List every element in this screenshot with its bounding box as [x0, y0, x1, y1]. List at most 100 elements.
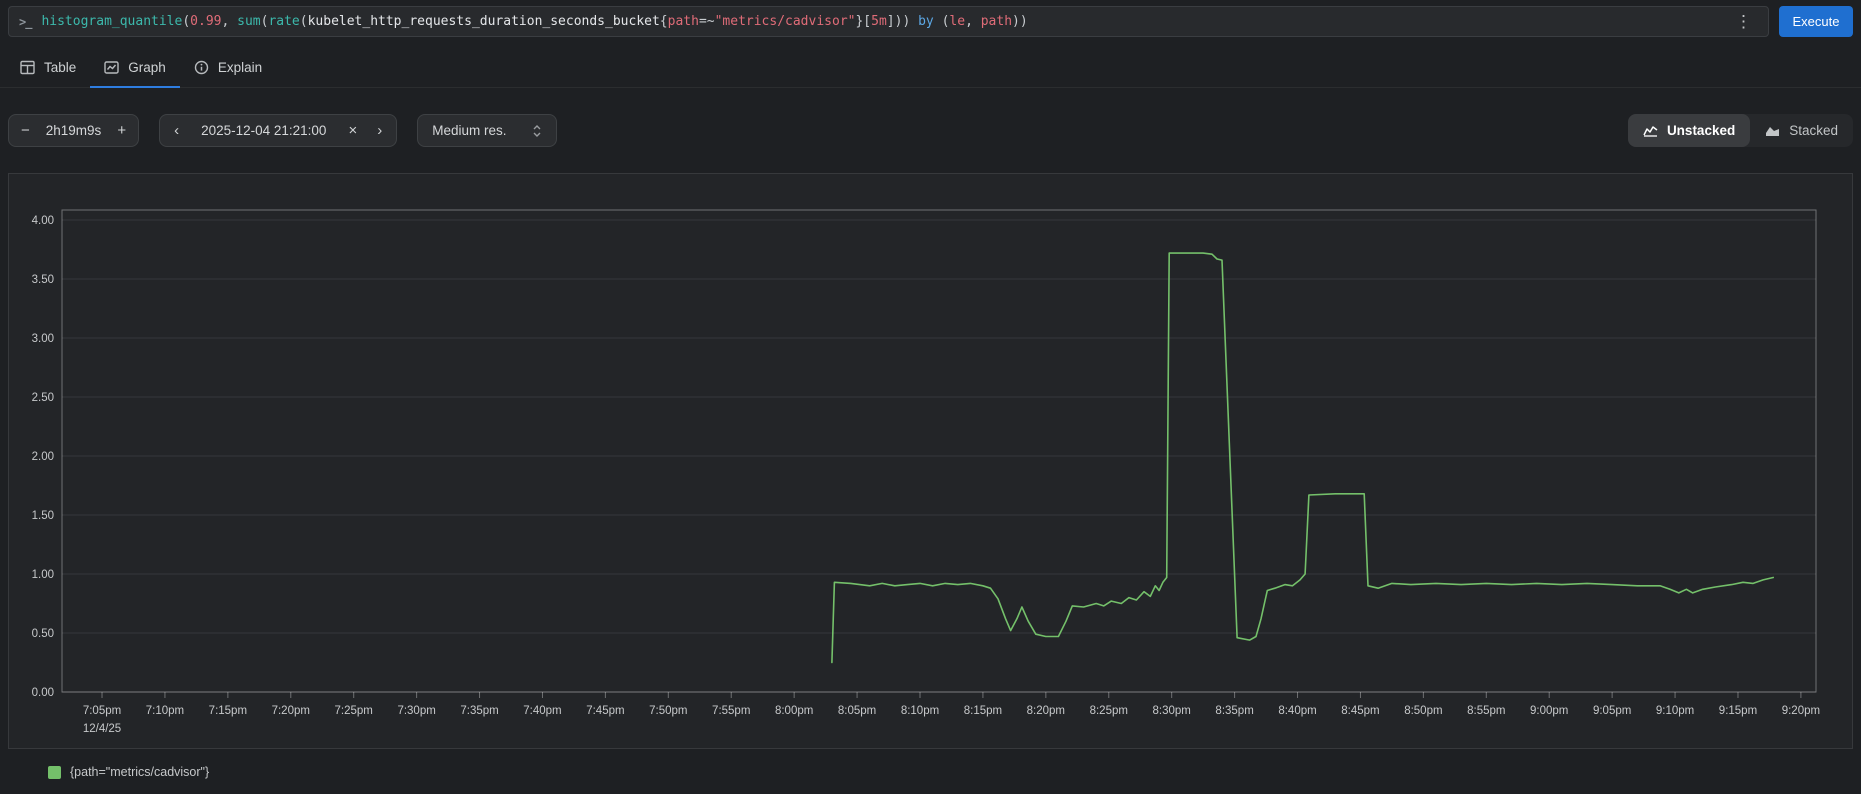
stacked-label: Stacked [1789, 123, 1838, 138]
promql-expression[interactable]: histogram_quantile(0.99, sum(rate(kubele… [41, 14, 1719, 29]
x-axis-label: 7:15pm [209, 705, 247, 717]
promql-token: )) [1012, 14, 1028, 29]
stacked-icon [1765, 124, 1780, 137]
promql-token: , [221, 14, 238, 29]
end-time-control: ‹ 2025-12-04 21:21:00 × › [159, 114, 398, 147]
increase-range-button[interactable]: + [107, 123, 136, 138]
series-legend-label: {path="metrics/cadvisor"} [70, 765, 210, 779]
promql-token: , [965, 14, 981, 29]
resolution-select[interactable]: Medium res. [417, 114, 558, 147]
promql-token: histogram_quantile [41, 14, 183, 29]
execute-button[interactable]: Execute [1779, 6, 1853, 37]
x-axis-label: 8:00pm [775, 705, 813, 717]
promql-token: path [980, 14, 1013, 29]
x-axis-label: 8:55pm [1467, 705, 1505, 717]
x-axis-label: 8:05pm [838, 705, 876, 717]
promql-token: kubelet_http_requests_duration_seconds_b… [307, 14, 660, 29]
promql-token: ( [182, 14, 191, 29]
info-icon [194, 60, 209, 75]
promql-token: =~ [698, 14, 715, 29]
panel-tabs: Table Graph Explain [0, 49, 1861, 88]
x-axis-label: 7:55pm [712, 705, 750, 717]
terminal-prompt-icon: >_ [19, 14, 32, 29]
y-axis-label: 2.00 [32, 451, 54, 463]
promql-token: path [667, 14, 699, 29]
tab-explain-label: Explain [217, 60, 263, 75]
end-time-value[interactable]: 2025-12-04 21:21:00 [201, 123, 327, 138]
stacking-toggle: Unstacked Stacked [1627, 114, 1853, 147]
x-axis-label: 8:20pm [1027, 705, 1065, 717]
x-axis-label: 8:30pm [1153, 705, 1191, 717]
unstacked-icon [1643, 124, 1658, 137]
x-axis-label: 9:20pm [1782, 705, 1820, 717]
y-axis-label: 1.00 [32, 569, 54, 581]
promql-token: }[ [855, 14, 872, 29]
kebab-menu-icon[interactable]: ⋮ [1735, 12, 1752, 31]
table-icon [20, 60, 35, 75]
unstacked-button[interactable]: Unstacked [1627, 114, 1751, 147]
x-axis-label: 8:35pm [1215, 705, 1253, 717]
y-axis-label: 3.50 [32, 274, 54, 286]
y-axis-label: 4.00 [32, 215, 54, 227]
promql-token: rate [268, 14, 300, 29]
y-axis-label: 2.50 [32, 392, 54, 404]
previous-time-button[interactable]: ‹ [164, 123, 189, 138]
series-color-swatch [48, 765, 61, 779]
series-line [831, 252, 1774, 664]
promql-token: ( [933, 14, 950, 29]
promql-token: { [659, 14, 668, 29]
y-axis-label: 1.50 [32, 510, 54, 522]
select-stepper-icon [532, 124, 542, 138]
x-axis-label: 9:00pm [1530, 705, 1568, 717]
x-axis-label: 8:15pm [964, 705, 1002, 717]
unstacked-label: Unstacked [1666, 123, 1736, 138]
x-axis-label: 8:10pm [901, 705, 939, 717]
plot-border [61, 209, 1817, 693]
promql-token: by [918, 14, 934, 29]
x-axis-label: 9:05pm [1593, 705, 1631, 717]
promql-token: 5m [871, 14, 887, 29]
x-axis-label: 7:50pm [649, 705, 687, 717]
promql-token: ( [260, 14, 269, 29]
graph-panel: 0.00 0.50 1.00 1.50 2.00 2.50 3.00 3.50 4.00 7:05… [8, 173, 1853, 749]
x-axis-label: 7:10pm [146, 705, 184, 717]
resolution-value: Medium res. [432, 123, 507, 138]
x-axis-label: 9:10pm [1656, 705, 1694, 717]
promql-token: ( [299, 14, 308, 29]
promql-expression-input[interactable]: >_ histogram_quantile(0.99, sum(rate(kub… [8, 6, 1769, 37]
tab-table[interactable]: Table [6, 49, 90, 88]
promql-token: sum [237, 14, 261, 29]
x-axis-label: 8:40pm [1278, 705, 1316, 717]
graph-icon [104, 60, 119, 75]
graph-canvas[interactable]: 0.00 0.50 1.00 1.50 2.00 2.50 3.00 3.50 4.00 7:05… [9, 174, 1852, 748]
clear-time-button[interactable]: × [338, 123, 367, 138]
x-axis-label: 8:25pm [1090, 705, 1128, 717]
legend-item[interactable]: {path="metrics/cadvisor"} [48, 765, 209, 779]
tab-table-label: Table [44, 60, 77, 75]
x-axis-label: 7:35pm [460, 705, 498, 717]
series-legend: {path="metrics/cadvisor"} [0, 749, 1861, 779]
x-axis-label: 7:25pm [335, 705, 373, 717]
x-axis-date-label: 12/4/25 [83, 723, 121, 735]
y-axis-label: 3.00 [32, 333, 54, 345]
graph-controls: − 2h19m9s + ‹ 2025-12-04 21:21:00 × › Me… [0, 114, 1861, 147]
x-axis-label: 7:40pm [523, 705, 561, 717]
tab-graph-label: Graph [128, 60, 166, 75]
decrease-range-button[interactable]: − [11, 123, 40, 138]
y-axis-label: 0.00 [32, 687, 54, 699]
y-axis-label: 0.50 [32, 628, 54, 640]
promql-token: 0.99 [190, 14, 222, 29]
promql-token: le [949, 14, 966, 29]
range-duration-control: − 2h19m9s + [8, 114, 140, 147]
tab-graph[interactable]: Graph [90, 49, 180, 88]
range-duration-value[interactable]: 2h19m9s [45, 123, 102, 138]
x-axis-label: 7:20pm [272, 705, 310, 717]
next-time-button[interactable]: › [367, 123, 392, 138]
x-axis-label: 7:30pm [397, 705, 435, 717]
x-axis-label: 8:45pm [1341, 705, 1379, 717]
x-axis-label: 7:45pm [586, 705, 624, 717]
x-axis-label: 8:50pm [1404, 705, 1442, 717]
tab-explain[interactable]: Explain [180, 49, 276, 88]
x-axis-label: 7:05pm [83, 705, 121, 717]
stacked-button[interactable]: Stacked [1750, 114, 1853, 147]
